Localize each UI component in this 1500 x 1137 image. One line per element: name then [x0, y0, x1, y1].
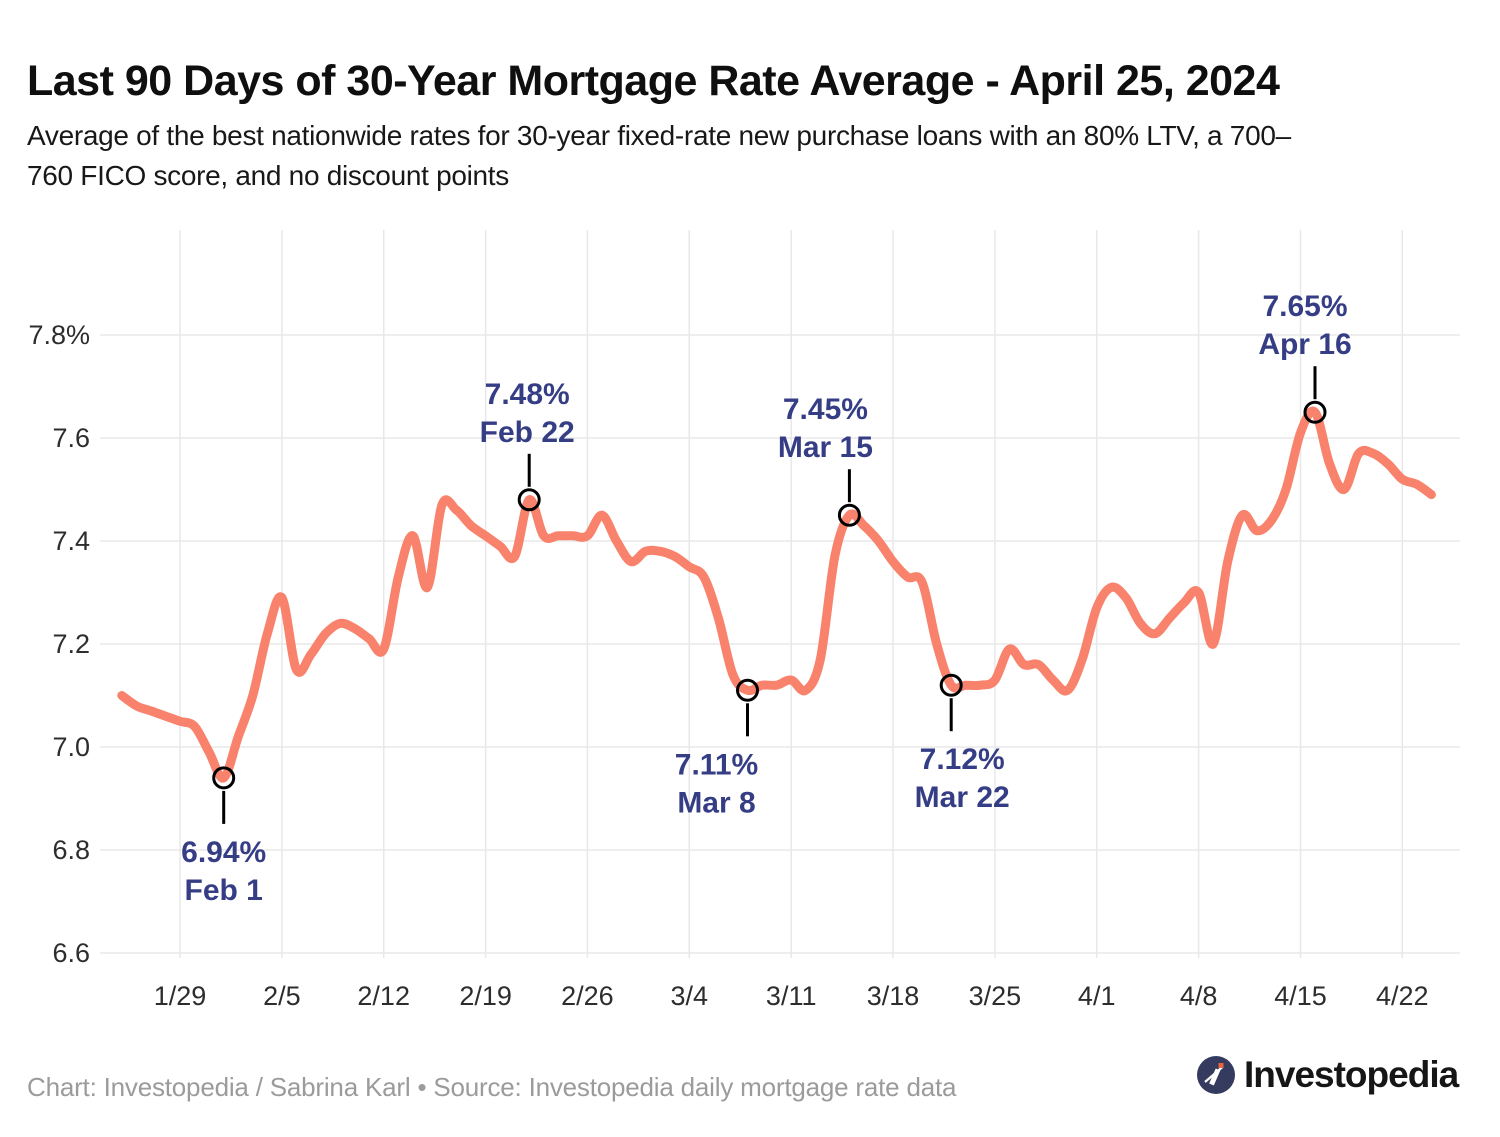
annotation-marker: [736, 678, 759, 702]
x-axis-tick-label: 3/25: [969, 981, 1022, 1011]
x-axis-tick-label: 2/26: [561, 981, 614, 1011]
investopedia-logo-icon: [1197, 1056, 1235, 1094]
annotation-value-label: 6.94%: [181, 836, 266, 869]
annotation-date-label: Feb 22: [480, 416, 575, 449]
annotation-value-label: 7.48%: [485, 378, 570, 411]
chart-credit: Chart: Investopedia / Sabrina Karl • Sou…: [27, 1072, 957, 1102]
y-axis-tick-label: 7.4: [52, 526, 90, 556]
x-axis-tick-label: 2/12: [357, 981, 410, 1011]
annotation-value-label: 7.45%: [783, 393, 868, 426]
y-axis-tick-label: 6.6: [52, 938, 90, 968]
investopedia-logo-text: Investopedia: [1244, 1054, 1459, 1095]
annotation-marker: [939, 673, 963, 697]
annotation-date-label: Feb 1: [185, 874, 263, 907]
x-axis-tick-label: 4/8: [1180, 981, 1218, 1011]
annotation-marker: [517, 488, 541, 512]
x-axis-tick-label: 3/4: [671, 981, 709, 1011]
annotation-value-label: 7.65%: [1262, 290, 1347, 323]
y-axis-tick-label: 7.2: [52, 629, 90, 659]
investopedia-logo: Investopedia: [1197, 1054, 1459, 1096]
annotation-marker: [1303, 400, 1327, 424]
annotation-date-label: Mar 22: [915, 781, 1010, 814]
page-title: Last 90 Days of 30-Year Mortgage Rate Av…: [27, 56, 1280, 105]
annotation-date-label: Mar 15: [778, 431, 873, 464]
mortgage-rate-line-chart: 7.8% 7.6 7.4 7.2 7.0 6.8 6.6 1/29 2/5 2/12 2/19 2/2…: [28, 230, 1460, 1011]
x-axis-tick-label: 4/15: [1274, 981, 1327, 1011]
chart-subtitle: Average of the best nationwide rates for…: [27, 116, 1477, 196]
y-axis-tick-label: 7.8%: [28, 320, 90, 350]
y-axis-tick-label: 6.8: [52, 835, 90, 865]
chart-subtitle-line2: 760 FICO score, and no discount points: [27, 160, 509, 191]
x-axis-tick-label: 2/5: [263, 981, 301, 1011]
chart-subtitle-line1: Average of the best nationwide rates for…: [27, 120, 1291, 151]
annotation-date-label: Mar 8: [677, 786, 755, 819]
rate-line: [117, 406, 1436, 783]
y-axis-tick-label: 7.0: [52, 732, 90, 762]
annotation-date-label: Apr 16: [1258, 328, 1351, 361]
x-axis-tick-label: 1/29: [154, 981, 207, 1011]
y-axis-tick-label: 7.6: [52, 423, 90, 453]
x-axis-tick-label: 4/1: [1078, 981, 1116, 1011]
annotation-marker: [212, 766, 236, 790]
x-axis-tick-label: 3/11: [766, 981, 817, 1011]
x-axis-tick-label: 4/22: [1376, 981, 1429, 1011]
x-axis-tick-label: 2/19: [459, 981, 512, 1011]
annotation-value-label: 7.12%: [920, 743, 1005, 776]
x-axis-tick-label: 3/18: [867, 981, 920, 1011]
annotation-marker: [837, 503, 861, 527]
annotation-value-label: 7.11%: [675, 748, 758, 781]
